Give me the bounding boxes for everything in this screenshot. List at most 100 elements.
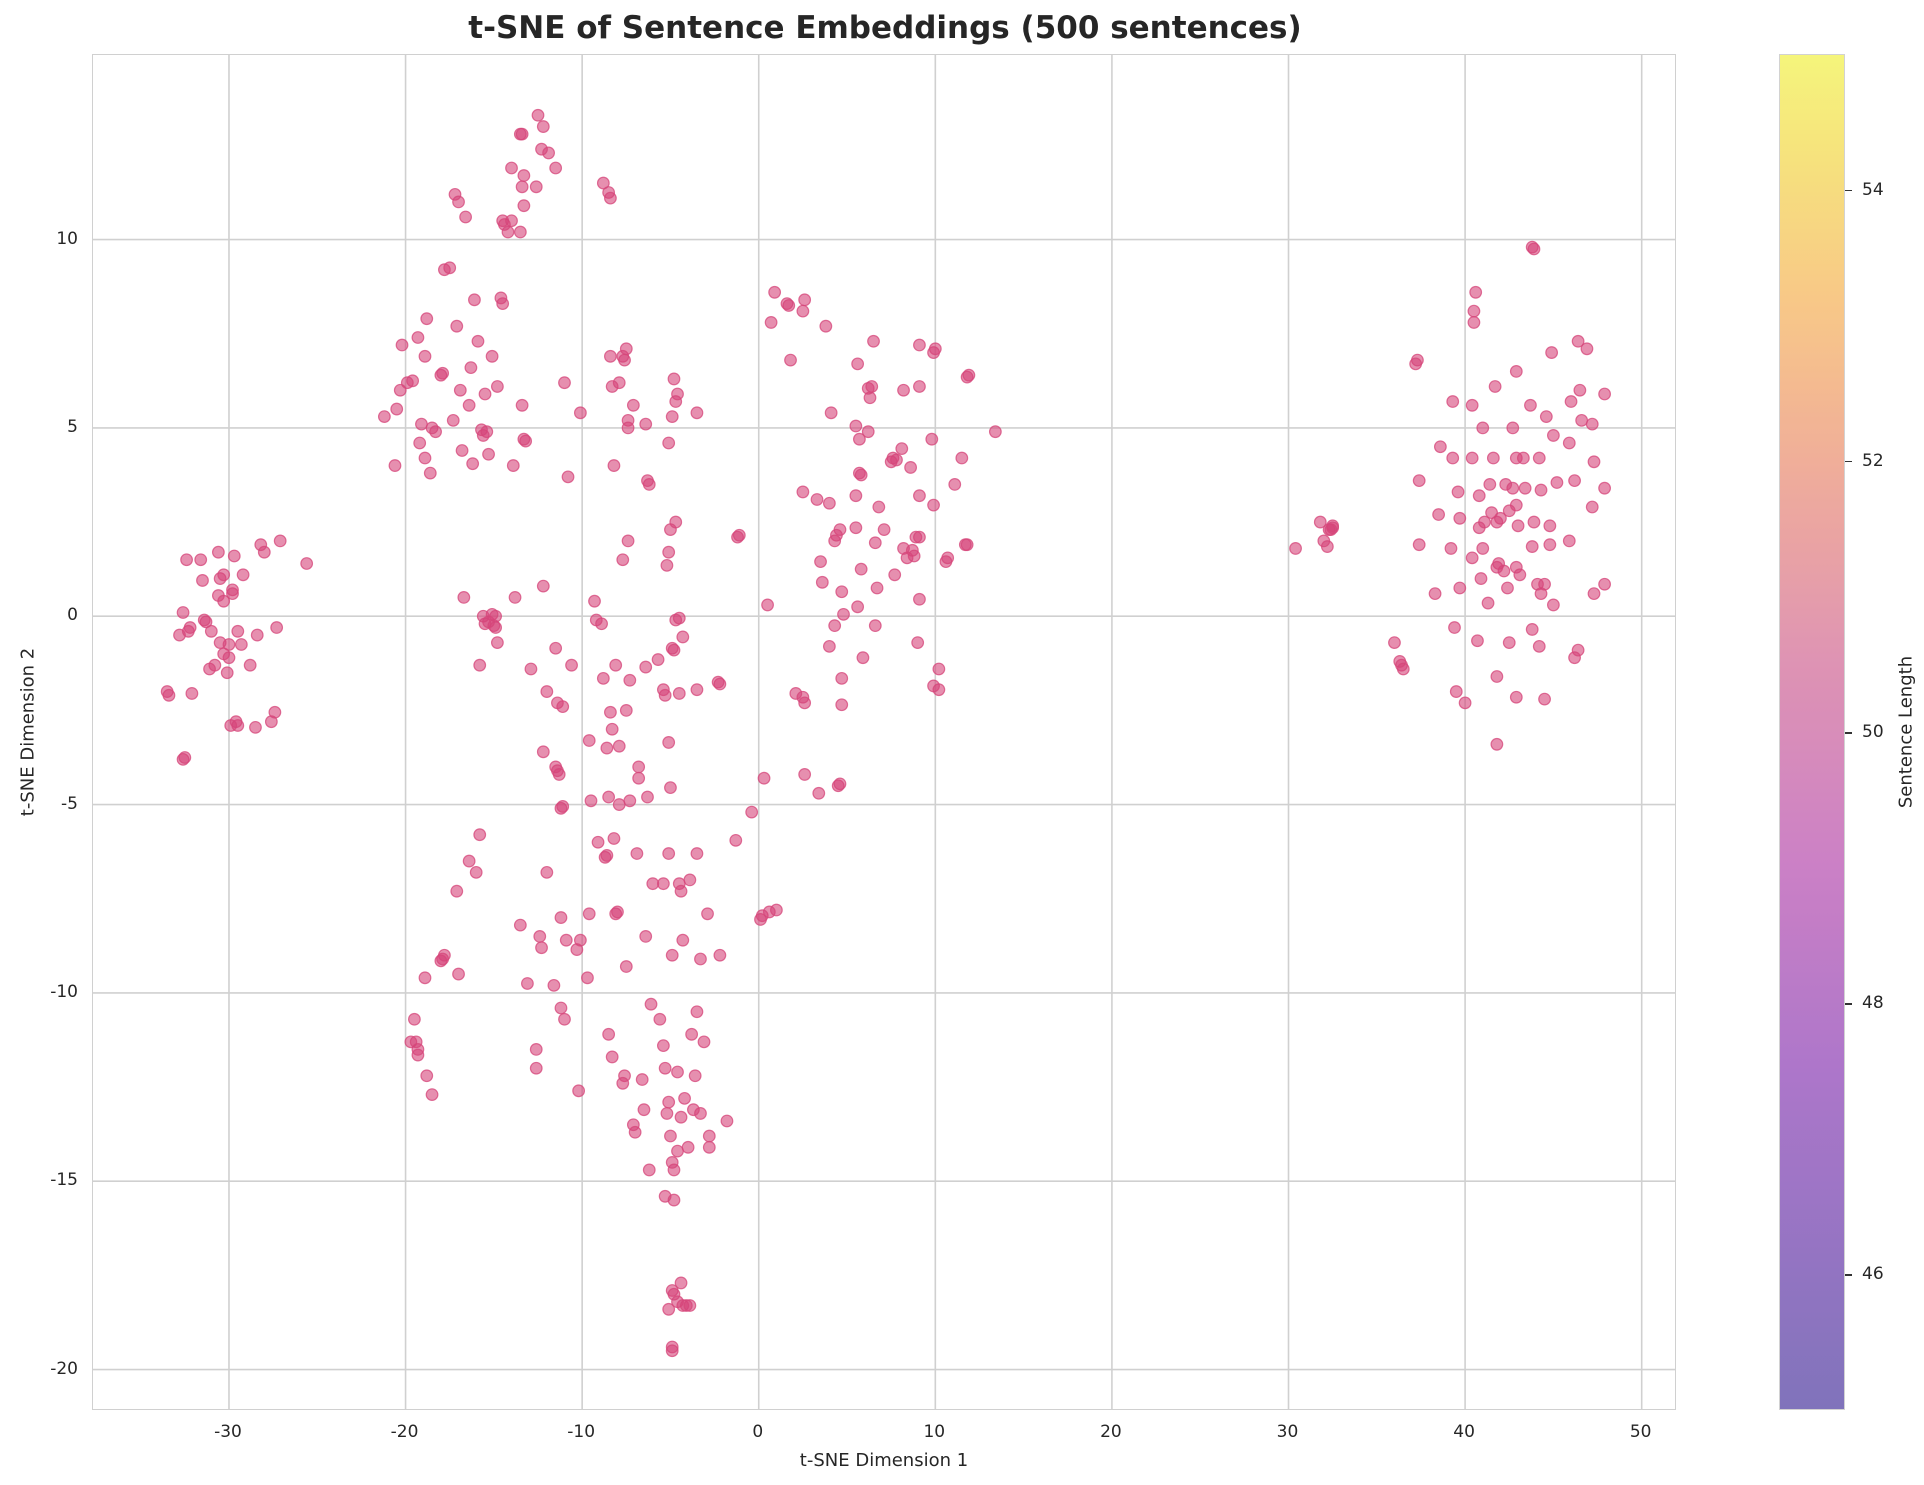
data-point <box>911 636 925 649</box>
data-point <box>1467 304 1481 318</box>
data-point <box>913 380 926 393</box>
data-point <box>604 349 617 363</box>
data-point <box>660 558 674 572</box>
data-point <box>471 334 485 348</box>
data-point <box>464 361 478 375</box>
data-point <box>531 108 545 122</box>
data-point <box>196 574 209 587</box>
data-point <box>628 1125 642 1139</box>
data-point <box>1585 500 1599 514</box>
data-point <box>1412 538 1426 552</box>
data-point <box>1543 519 1557 533</box>
data-point <box>824 406 838 420</box>
scatter-points <box>160 108 1611 1358</box>
data-point <box>810 493 824 506</box>
data-point <box>1467 316 1481 329</box>
data-point <box>1502 636 1516 649</box>
data-point <box>651 653 665 666</box>
data-point <box>671 1065 684 1079</box>
data-point <box>619 342 633 356</box>
data-point <box>584 794 598 808</box>
data-point <box>559 933 573 947</box>
data-point <box>490 636 504 649</box>
data-point <box>1538 577 1551 591</box>
data-point <box>851 600 865 614</box>
data-point <box>581 971 594 985</box>
data-point <box>1534 483 1548 497</box>
data-point <box>784 353 797 367</box>
data-point <box>642 1163 656 1177</box>
data-point <box>1453 581 1467 595</box>
data-point <box>852 432 866 446</box>
data-point <box>573 933 587 947</box>
data-point <box>895 442 909 456</box>
data-point <box>1525 540 1539 553</box>
data-point <box>224 719 238 732</box>
data-point <box>257 545 271 559</box>
x-tick-label: 10 <box>923 1422 946 1442</box>
data-point <box>1573 383 1587 397</box>
x-tick-label: -10 <box>567 1422 596 1442</box>
data-point <box>1598 387 1611 401</box>
data-point <box>690 1005 704 1019</box>
data-point <box>561 470 575 484</box>
data-point <box>913 592 926 606</box>
data-point <box>1428 587 1442 601</box>
data-point <box>595 617 608 631</box>
data-point <box>674 1276 688 1290</box>
colorbar <box>1779 54 1845 1410</box>
data-point <box>466 457 480 471</box>
data-point <box>1432 508 1446 521</box>
data-point <box>455 444 469 457</box>
x-tick-label: 40 <box>1453 1422 1475 1442</box>
data-point <box>702 1129 716 1143</box>
data-point <box>1509 498 1523 512</box>
data-point <box>888 568 902 582</box>
data-point <box>932 662 946 676</box>
data-point <box>702 1140 716 1154</box>
data-point <box>685 1027 699 1041</box>
data-point <box>837 607 850 621</box>
data-point <box>1471 634 1484 648</box>
data-point <box>621 534 635 548</box>
data-point <box>913 489 926 503</box>
data-point <box>941 551 955 565</box>
data-point <box>508 591 522 604</box>
data-point <box>690 683 704 697</box>
data-point <box>955 451 969 465</box>
data-point <box>162 688 176 702</box>
data-point <box>861 425 875 439</box>
data-point <box>558 1012 571 1026</box>
data-point <box>515 180 529 194</box>
data-point <box>607 459 621 472</box>
data-point <box>662 847 676 860</box>
data-point <box>250 628 264 642</box>
data-point <box>482 447 495 461</box>
data-point <box>1527 515 1541 529</box>
data-point <box>268 705 282 719</box>
data-point <box>713 677 727 691</box>
x-tick-label: 20 <box>1100 1422 1122 1442</box>
data-point <box>1568 651 1581 665</box>
data-point <box>1538 692 1551 706</box>
data-point <box>1486 451 1500 465</box>
colorbar-tick-label: 50 <box>1862 722 1884 742</box>
y-axis-label: t-SNE Dimension 2 <box>17 647 39 817</box>
data-point <box>469 865 483 879</box>
data-point <box>822 496 836 510</box>
data-point <box>676 933 690 947</box>
data-point <box>1580 342 1594 356</box>
data-point <box>1518 481 1532 495</box>
data-point <box>671 1144 684 1158</box>
data-point <box>199 615 213 629</box>
data-point <box>630 847 644 860</box>
data-point <box>425 1088 439 1101</box>
data-point <box>1539 410 1553 424</box>
data-point <box>446 413 460 427</box>
data-point <box>619 960 633 973</box>
data-point <box>1506 481 1520 495</box>
data-point <box>674 884 688 898</box>
data-point <box>626 398 640 412</box>
data-point <box>1511 519 1525 533</box>
data-point <box>1490 737 1504 751</box>
